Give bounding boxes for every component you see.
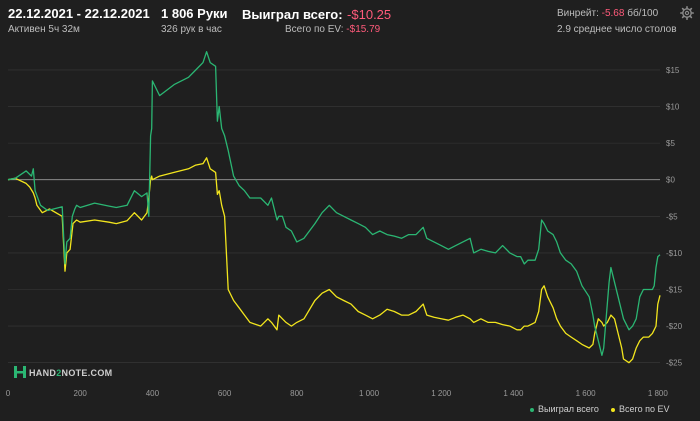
ev-label: Всего по EV: bbox=[285, 24, 344, 35]
logo-text-a: HAND bbox=[29, 368, 57, 378]
y-axis: $15 $10 $5 $0 -$5 -$10 -$15 -$20 -$25 bbox=[666, 66, 683, 368]
average-tables: 2.9 среднее число столов bbox=[557, 24, 677, 35]
x-tick-label: 1 400 bbox=[503, 389, 524, 398]
won-value: -$10.25 bbox=[347, 7, 392, 22]
won-total: Выиграл всего: -$10.25 bbox=[242, 6, 391, 24]
y-tick-label: -$10 bbox=[666, 249, 683, 258]
legend-ev-swatch bbox=[611, 407, 615, 412]
series-line-won bbox=[7, 51, 661, 357]
y-tick-label: $0 bbox=[666, 176, 675, 185]
x-tick-label: 1 600 bbox=[576, 389, 597, 398]
x-tick-label: 200 bbox=[74, 389, 88, 398]
logo-text-c: NOTE.COM bbox=[61, 368, 113, 378]
hand2note-logo: HAND2NOTE.COM bbox=[14, 366, 112, 378]
y-tick-label: -$15 bbox=[666, 286, 683, 295]
header-bar: 22.12.2021 - 22.12.2021 Активен 5ч 32м 1… bbox=[0, 0, 700, 40]
y-tick-label: -$20 bbox=[666, 322, 683, 331]
legend-won-label: Выиграл всего bbox=[538, 404, 599, 414]
x-axis: 0 200 400 600 800 1 000 1 200 1 400 1 600 1 800 bbox=[6, 389, 669, 398]
won-label: Выиграл всего: bbox=[242, 7, 343, 22]
legend-won: Выиграл всего bbox=[530, 404, 599, 414]
hands-per-hour: 326 рук в час bbox=[161, 24, 222, 35]
legend-ev-label: Всего по EV bbox=[619, 404, 670, 414]
y-tick-label: -$25 bbox=[666, 359, 683, 368]
logo-text-b: 2 bbox=[56, 368, 62, 378]
series-line-ev bbox=[7, 157, 661, 364]
y-tick-label: $10 bbox=[666, 103, 680, 112]
winrate-unit: бб/100 bbox=[627, 8, 659, 19]
x-tick-label: 1 800 bbox=[648, 389, 669, 398]
y-tick-label: -$5 bbox=[666, 212, 678, 221]
grid-lines bbox=[8, 69, 660, 363]
hand2note-icon bbox=[14, 366, 26, 378]
x-tick-label: 1 200 bbox=[431, 389, 452, 398]
ev-total: Всего по EV: -$15.79 bbox=[285, 24, 380, 35]
hands-count: 1 806 Руки bbox=[161, 6, 228, 21]
x-tick-label: 800 bbox=[290, 389, 304, 398]
series-lines bbox=[7, 51, 661, 364]
legend-ev: Всего по EV bbox=[611, 404, 669, 414]
active-duration: Активен 5ч 32м bbox=[8, 24, 80, 35]
winrate-value: -5.68 bbox=[601, 8, 625, 19]
x-tick-label: 600 bbox=[218, 389, 232, 398]
ev-value: -$15.79 bbox=[346, 24, 381, 35]
gear-icon[interactable] bbox=[680, 6, 694, 20]
winrate: Винрейт: -5.68 бб/100 bbox=[557, 8, 658, 19]
legend-won-swatch bbox=[530, 407, 534, 412]
x-tick-label: 400 bbox=[146, 389, 160, 398]
results-chart: $15 $10 $5 $0 -$5 -$10 -$15 -$20 -$25 0 200 400 600… bbox=[6, 51, 683, 398]
x-tick-label: 1 000 bbox=[359, 389, 380, 398]
x-tick-label: 0 bbox=[6, 389, 11, 398]
y-tick-label: $15 bbox=[666, 66, 680, 75]
date-range: 22.12.2021 - 22.12.2021 bbox=[8, 6, 150, 21]
winrate-label: Винрейт: bbox=[557, 8, 599, 19]
y-tick-label: $5 bbox=[666, 139, 675, 148]
